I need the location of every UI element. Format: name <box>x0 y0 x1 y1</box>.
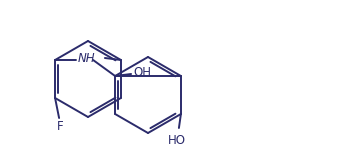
Text: OH: OH <box>133 66 151 79</box>
Text: NH: NH <box>78 53 96 66</box>
Text: HO: HO <box>168 134 186 147</box>
Text: F: F <box>57 120 63 133</box>
